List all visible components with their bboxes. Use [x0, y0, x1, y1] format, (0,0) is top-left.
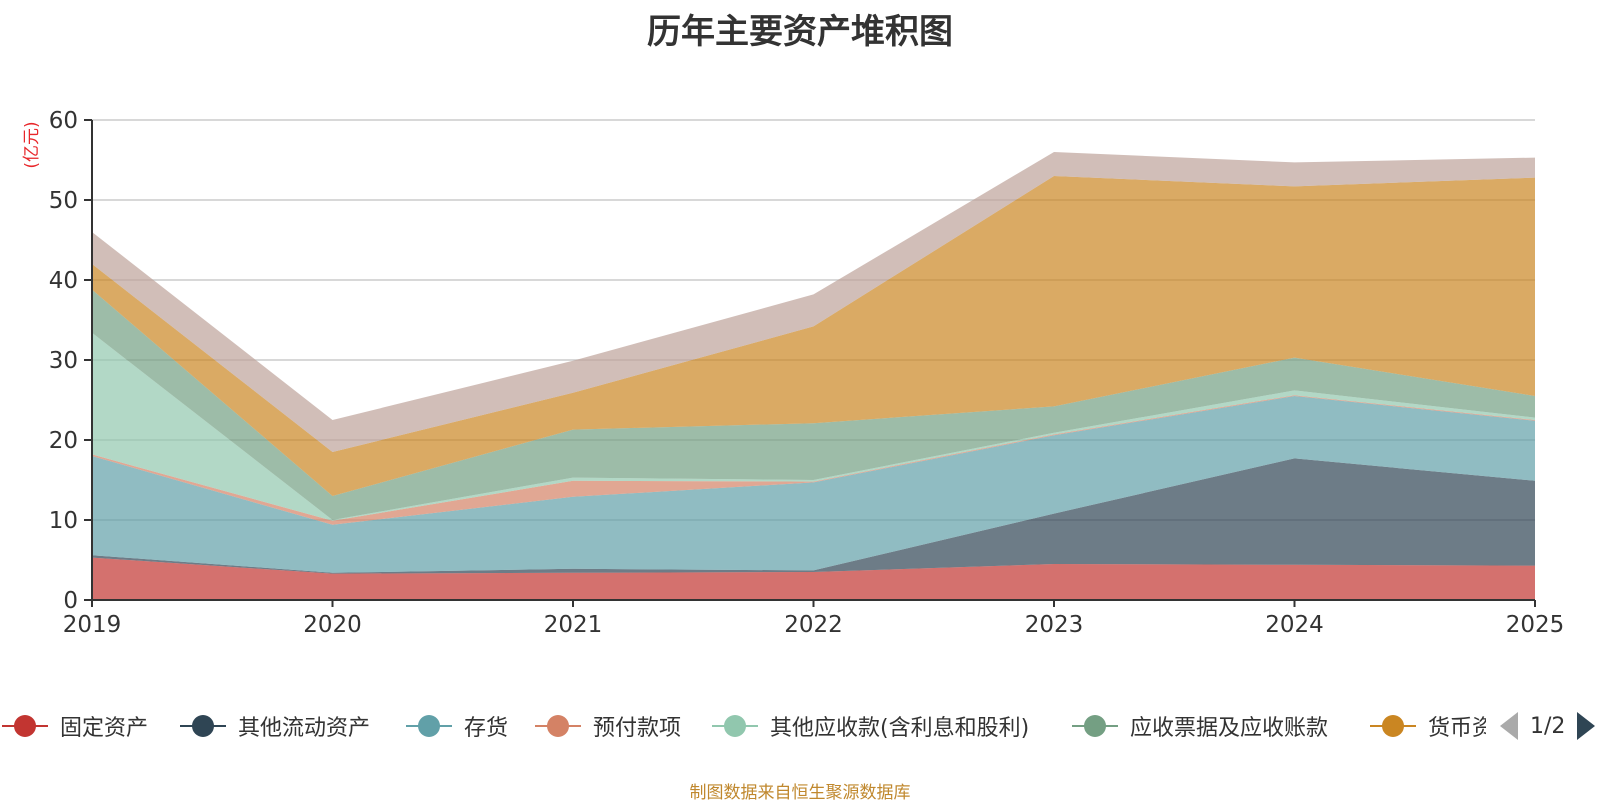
x-tick-label-2019: 2019 — [63, 612, 122, 638]
legend-marker-icon — [2, 715, 48, 737]
y-tick-label-60: 60 — [49, 108, 78, 134]
x-tick-label-2022: 2022 — [784, 612, 843, 638]
legend-item[interactable]: 存货 — [404, 706, 508, 746]
y-tick-label-0: 0 — [63, 588, 78, 614]
legend-marker-icon — [1370, 715, 1416, 737]
legend-label: 其他流动资产 — [238, 716, 371, 741]
legend-item[interactable]: 其他流动资产 — [178, 706, 370, 746]
area-6 — [92, 289, 1535, 520]
x-tick-label-2020: 2020 — [303, 612, 362, 638]
legend-item[interactable]: 固定资产 — [0, 706, 148, 746]
legend-prev-icon[interactable] — [1500, 712, 1518, 740]
chart-title: 历年主要资产堆积图 — [647, 12, 953, 52]
area-8 — [92, 152, 1535, 452]
area-1 — [92, 557, 1535, 600]
y-tick-label-20: 20 — [49, 428, 78, 454]
legend-label: 货币资金 — [1428, 716, 1486, 741]
legend: 固定资产 其他流动资产 存货 预付款项 其他应收款(含利息和股利) 应收票据及应收账款 货币… — [0, 706, 1600, 746]
legend-label: 固定资产 — [60, 716, 149, 741]
x-tick-label-2023: 2023 — [1025, 612, 1084, 638]
legend-item[interactable]: 预付款项 — [533, 706, 681, 746]
area-2 — [92, 458, 1535, 574]
x-tick-label-2024: 2024 — [1265, 612, 1324, 638]
legend-items: 固定资产 其他流动资产 存货 预付款项 其他应收款(含利息和股利) 应收票据及应收账款 货币… — [0, 706, 1486, 746]
legend-label: 存货 — [464, 716, 509, 741]
legend-item[interactable]: 应收票据及应收账款 — [1070, 706, 1328, 746]
legend-next-icon[interactable] — [1577, 712, 1596, 740]
legend-marker-icon — [712, 715, 758, 737]
x-tick-label-2025: 2025 — [1506, 612, 1565, 638]
legend-marker-icon — [406, 715, 452, 737]
area-3 — [92, 396, 1535, 573]
x-tick-label-2021: 2021 — [544, 612, 603, 638]
legend-item[interactable]: 其他应收款(含利息和股利) — [710, 706, 1029, 746]
legend-marker-icon — [1072, 715, 1118, 737]
legend-page-label: 1/2 — [1530, 713, 1566, 739]
legend-marker-icon — [535, 715, 581, 737]
x-tick-labels: 2019 2020 2021 2022 2023 2024 2025 — [63, 612, 1565, 638]
axes — [84, 119, 1536, 607]
legend-label: 预付款项 — [593, 716, 682, 741]
area-series — [92, 152, 1535, 600]
legend-label: 应收票据及应收账款 — [1130, 716, 1329, 741]
legend-pager: 1/2 — [1500, 706, 1596, 746]
y-axis-label: (亿元) — [22, 121, 42, 168]
legend-marker-icon — [180, 715, 226, 737]
y-tick-label-50: 50 — [49, 188, 78, 214]
y-tick-label-30: 30 — [49, 348, 78, 374]
legend-item[interactable]: 货币资金 — [1368, 706, 1486, 746]
legend-label: 其他应收款(含利息和股利) — [770, 716, 1030, 741]
area-7 — [92, 176, 1535, 496]
y-tick-label-40: 40 — [49, 268, 78, 294]
y-tick-label-10: 10 — [49, 508, 78, 534]
source-note: 制图数据来自恒生聚源数据库 — [689, 783, 911, 803]
y-tick-labels: 0 10 20 30 40 50 60 — [49, 108, 78, 614]
